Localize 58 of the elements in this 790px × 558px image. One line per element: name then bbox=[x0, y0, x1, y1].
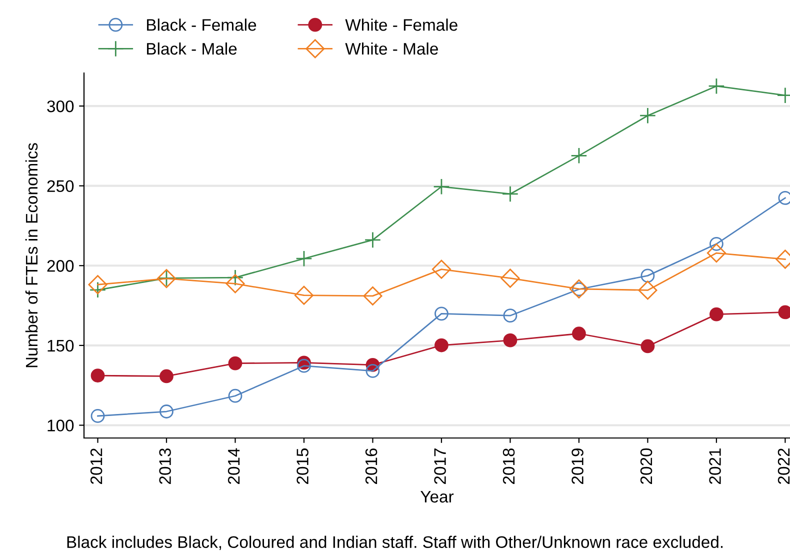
x-tick-label: 2022 bbox=[778, 448, 790, 484]
x-tick-label: 2013 bbox=[159, 448, 171, 484]
point bbox=[89, 282, 106, 298]
text: Black includes Black, Coloured and Indian staff. Staff with Other/Unknown race excluded. bbox=[67, 536, 723, 550]
point bbox=[708, 78, 725, 94]
point bbox=[160, 369, 174, 384]
point bbox=[228, 388, 242, 403]
point bbox=[570, 147, 588, 164]
point bbox=[432, 260, 451, 279]
point bbox=[363, 286, 382, 306]
point bbox=[706, 243, 726, 263]
point bbox=[569, 279, 588, 298]
point bbox=[639, 107, 656, 124]
point bbox=[433, 178, 450, 195]
y-tick-label: 300 bbox=[47, 100, 74, 112]
point bbox=[502, 186, 519, 202]
x-tick-label: 2012 bbox=[90, 448, 102, 484]
x-tick-label: 2020 bbox=[640, 448, 652, 484]
point bbox=[638, 280, 658, 300]
y-tick-label: 150 bbox=[48, 340, 74, 352]
legend-label: Black - Male bbox=[147, 42, 237, 55]
y-tick-label: 200 bbox=[47, 260, 74, 272]
x-tick-label: 2021 bbox=[709, 448, 721, 484]
point bbox=[294, 286, 314, 305]
point bbox=[640, 268, 655, 283]
x-tick-label: 2018 bbox=[502, 448, 515, 484]
point bbox=[503, 308, 518, 323]
point bbox=[90, 368, 105, 383]
legend-label: White - Female bbox=[345, 18, 458, 31]
legend-label: Black - Female bbox=[147, 18, 256, 31]
point bbox=[434, 306, 448, 321]
x-tick-label: 2019 bbox=[572, 448, 584, 484]
point bbox=[572, 326, 586, 341]
point bbox=[160, 404, 174, 418]
point bbox=[226, 274, 245, 294]
x-axis-title: Year bbox=[420, 490, 454, 503]
point bbox=[228, 356, 242, 370]
y-axis-title: Number of FTEs in Economics bbox=[25, 143, 38, 368]
point bbox=[503, 333, 518, 348]
point bbox=[366, 364, 380, 378]
point bbox=[500, 268, 520, 288]
point bbox=[296, 250, 312, 267]
y-tick-label: 100 bbox=[48, 420, 74, 432]
x-tick-label: 2017 bbox=[434, 448, 446, 484]
point bbox=[364, 232, 382, 248]
point bbox=[226, 269, 244, 286]
point bbox=[640, 339, 655, 354]
x-tick-label: 2014 bbox=[228, 448, 240, 484]
point bbox=[434, 338, 448, 352]
point bbox=[90, 409, 105, 423]
x-tick-label: 2015 bbox=[296, 448, 308, 484]
x-tick-label: 2016 bbox=[365, 448, 378, 484]
legend-label: White - Male bbox=[345, 42, 438, 55]
point bbox=[710, 307, 724, 322]
point bbox=[297, 358, 311, 373]
point bbox=[710, 236, 724, 251]
y-tick-label: 250 bbox=[47, 180, 74, 192]
point bbox=[88, 275, 108, 294]
